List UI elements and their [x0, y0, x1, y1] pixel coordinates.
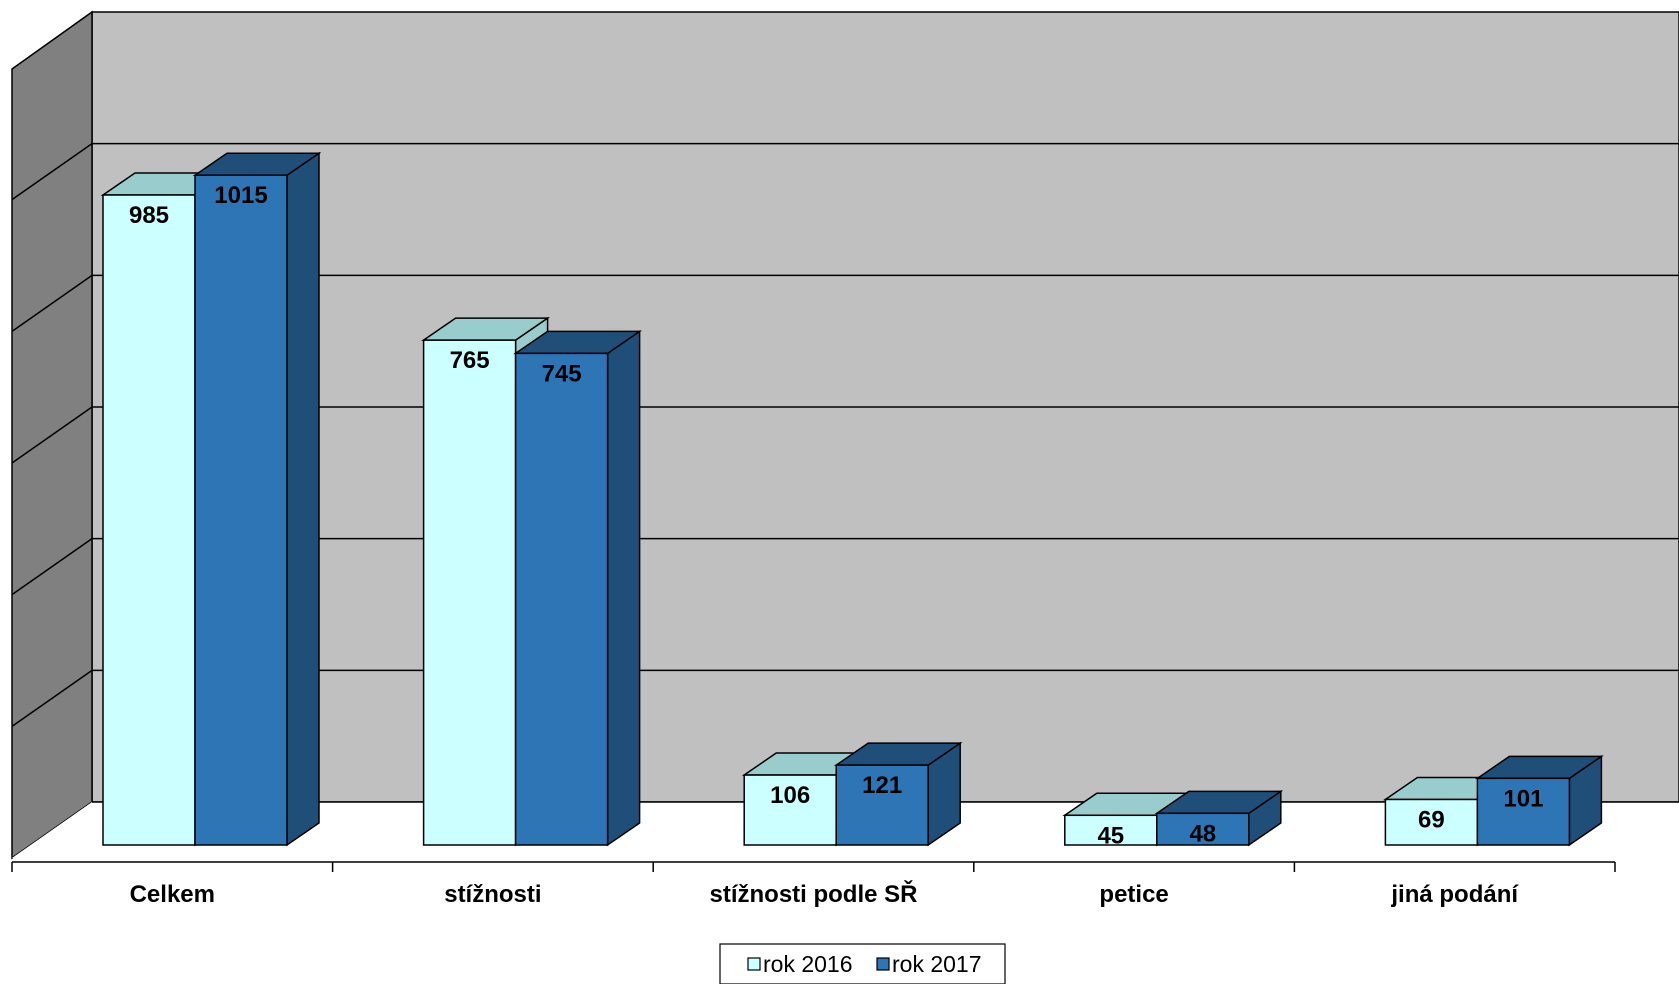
data-label: 45 — [1097, 822, 1124, 849]
category-label: Celkem — [130, 881, 215, 908]
data-label: 101 — [1503, 785, 1543, 812]
category-label: stížnosti podle SŘ — [709, 880, 917, 908]
x-axis — [12, 862, 1615, 872]
legend-label: rok 2017 — [892, 951, 982, 977]
bar-front — [103, 195, 195, 845]
data-label: 69 — [1418, 806, 1445, 833]
legend-swatch — [748, 958, 760, 970]
bar-side — [608, 331, 640, 845]
legend-label: rok 2016 — [763, 951, 853, 977]
category-label: jiná podání — [1390, 881, 1519, 908]
data-label: 1015 — [214, 182, 267, 209]
category-labels: Celkem stížnosti stížnosti podle SŘ petice j… — [130, 880, 1520, 908]
data-label: 745 — [542, 360, 582, 387]
bar-front — [516, 353, 608, 845]
legend: rok 2016 rok 2017 — [720, 944, 1005, 984]
bar-front — [195, 175, 287, 845]
data-label: 985 — [129, 202, 169, 229]
category-label: petice — [1099, 881, 1168, 908]
data-label: 765 — [450, 347, 490, 374]
category-label: stížnosti — [444, 881, 541, 908]
data-label: 106 — [770, 782, 810, 809]
bar-front — [424, 340, 516, 845]
data-label: 48 — [1189, 820, 1216, 847]
bar-side — [287, 153, 319, 845]
data-label: 121 — [862, 772, 902, 799]
legend-swatch — [877, 958, 889, 970]
bar — [516, 331, 640, 845]
bar — [195, 153, 319, 845]
